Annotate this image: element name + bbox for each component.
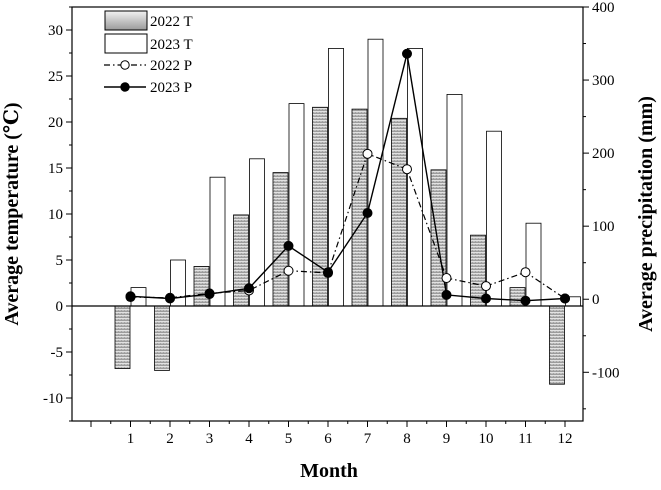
- point-2023-precipitation: [244, 283, 254, 294]
- point-2023-precipitation: [362, 208, 373, 219]
- bar-2022-temperature: [351, 108, 368, 307]
- point-2022-precipitation: [481, 281, 491, 292]
- x-tick-label: 1: [127, 431, 135, 447]
- bar-2023-temperature: [249, 158, 265, 307]
- x-tick-label: 11: [518, 431, 532, 447]
- bar-2022-temperature: [272, 172, 289, 307]
- x-tick-label: 10: [479, 431, 494, 447]
- point-2023-precipitation: [441, 289, 452, 300]
- point-2023-precipitation: [125, 291, 136, 302]
- legend-swatch-2023-temperature: [104, 33, 148, 54]
- x-tick-label: 12: [558, 431, 573, 447]
- precipitation-lines: [125, 48, 570, 306]
- right-tick-label: 200: [592, 146, 615, 162]
- left-tick-label: 25: [48, 69, 63, 85]
- bar-2023-temperature: [367, 38, 384, 307]
- point-2023-precipitation: [283, 240, 294, 251]
- x-tick-label: 8: [403, 431, 411, 447]
- bar-2022-temperature: [193, 266, 210, 307]
- bar-2022-temperature: [114, 305, 131, 369]
- right-tick-label: 0: [592, 292, 600, 308]
- legend: 2022 T 2023 T 2022 P 2023 P: [104, 10, 193, 96]
- x-tick-label: 7: [364, 431, 372, 447]
- left-tick-label: 15: [48, 161, 63, 177]
- point-2022-precipitation: [520, 267, 531, 278]
- point-2023-precipitation: [520, 295, 531, 306]
- left-tick-label: -5: [51, 345, 64, 361]
- point-2022-precipitation: [402, 164, 412, 175]
- right-tick-label: 100: [592, 219, 615, 235]
- legend-marker-2023-precipitation: [120, 82, 130, 92]
- x-tick-label: 9: [443, 431, 451, 447]
- left-tick-label: 30: [48, 23, 63, 39]
- point-2023-precipitation: [560, 293, 570, 304]
- legend-swatch-2022-temperature: [104, 10, 148, 31]
- left-axis-title: Average temperature (℃): [1, 102, 23, 325]
- bar-2022-temperature: [549, 305, 565, 385]
- bar-2023-temperature: [288, 103, 305, 307]
- line-2023-precipitation: [130, 53, 566, 302]
- right-tick-label: 300: [592, 73, 615, 89]
- point-2023-precipitation: [402, 48, 412, 59]
- point-2023-precipitation: [481, 293, 491, 304]
- legend-marker-2022-precipitation: [120, 60, 130, 70]
- bar-2022-temperature: [430, 169, 447, 307]
- legend-label-2023-precipitation: 2023 P: [150, 80, 192, 96]
- right-tick-label: 400: [592, 0, 615, 16]
- point-2022-precipitation: [362, 148, 373, 159]
- right-tick-label: -100: [592, 365, 620, 381]
- bar-2023-temperature: [486, 130, 502, 307]
- bar-2023-temperature: [209, 176, 226, 307]
- left-tick-label: 10: [48, 207, 63, 223]
- point-2023-precipitation: [165, 293, 175, 304]
- left-tick-label: 5: [56, 253, 64, 269]
- left-tick-label: -10: [43, 391, 63, 407]
- right-axis-title: Average precipitation (mm): [635, 96, 657, 332]
- point-2022-precipitation: [283, 265, 294, 276]
- legend-label-2023-temperature: 2023 T: [150, 37, 193, 53]
- x-axis-title: Month: [300, 460, 358, 482]
- x-tick-label: 6: [324, 431, 332, 447]
- x-tick-label: 5: [285, 431, 293, 447]
- bar-2022-temperature: [391, 117, 407, 307]
- x-tick-label: 4: [245, 431, 253, 447]
- point-2022-precipitation: [441, 273, 452, 284]
- legend-label-2022-precipitation: 2022 P: [150, 58, 192, 74]
- point-2023-precipitation: [323, 267, 333, 278]
- legend-label-2022-temperature: 2022 T: [150, 14, 193, 30]
- left-tick-label: 0: [56, 299, 64, 315]
- x-tick-label: 3: [206, 431, 214, 447]
- left-tick-label: 20: [48, 115, 63, 131]
- x-tick-label: 2: [166, 431, 174, 447]
- point-2023-precipitation: [204, 289, 215, 300]
- bar-2022-temperature: [154, 305, 170, 371]
- bar-2023-temperature: [525, 222, 542, 307]
- bars-2023-temperature: [130, 38, 581, 307]
